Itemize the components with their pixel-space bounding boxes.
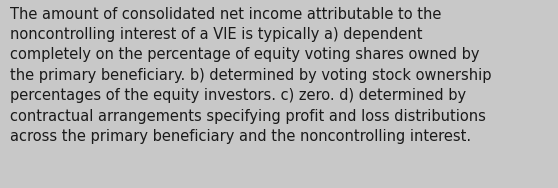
Text: The amount of consolidated net income attributable to the
noncontrolling interes: The amount of consolidated net income at…: [10, 7, 492, 144]
